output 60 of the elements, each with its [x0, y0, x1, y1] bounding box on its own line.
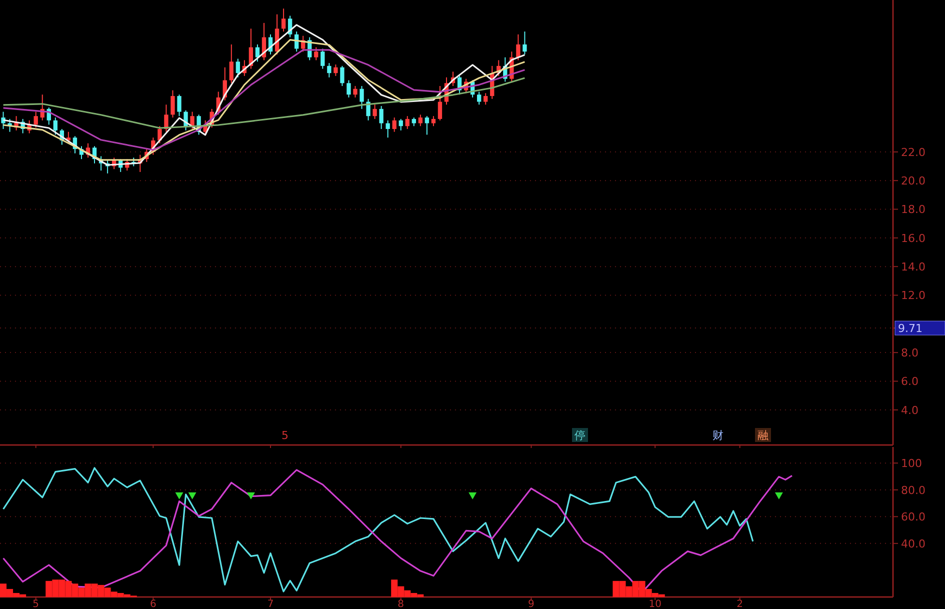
candlestick	[516, 34, 520, 61]
y-tick-label: 60.0	[901, 510, 926, 524]
candlestick	[353, 85, 358, 98]
annotation: 融	[758, 429, 768, 442]
candlestick	[418, 114, 423, 127]
y-tick-label: 100	[901, 457, 922, 470]
candlestick	[398, 118, 403, 131]
candlestick	[477, 91, 482, 106]
x-tick-label: 5	[32, 599, 40, 609]
x-tick-label: 6	[150, 599, 156, 609]
annotation: 停	[574, 429, 586, 442]
annotation: 财	[712, 429, 724, 442]
candlestick	[340, 65, 344, 86]
candlestick	[424, 116, 430, 136]
candlestick	[327, 62, 332, 78]
candlestick	[360, 85, 364, 110]
y-tick-label: 20.0	[901, 174, 926, 188]
y-tick-label: 18.0	[901, 203, 926, 216]
candlestick	[190, 111, 194, 130]
candlestick	[405, 116, 410, 130]
candlestick	[484, 92, 488, 106]
annotation: 5	[282, 429, 288, 442]
y-tick-label: 6.0	[901, 375, 918, 388]
x-tick-label: 7	[267, 599, 274, 609]
y-tick-label: 80.0	[901, 484, 926, 497]
candlestick	[170, 90, 175, 118]
candlestick	[158, 126, 162, 144]
y-tick-label: 8.0	[901, 346, 918, 360]
y-tick-label: 22.0	[901, 146, 926, 159]
y-tick-label: 16.0	[901, 232, 926, 245]
candlestick	[522, 31, 527, 55]
x-tick-label: 8	[398, 599, 404, 609]
candlestick	[346, 80, 351, 98]
candlestick	[34, 111, 38, 128]
candlestick	[334, 64, 338, 76]
candlestick	[372, 104, 377, 120]
y-tick-label: 9.71	[898, 322, 922, 336]
candlestick	[177, 94, 182, 117]
candlestick	[431, 116, 436, 127]
y-tick-label: 12.0	[901, 289, 926, 302]
candlestick	[320, 48, 325, 70]
candlestick	[255, 44, 260, 62]
candlestick	[229, 44, 234, 84]
candlestick	[281, 8, 286, 32]
candlestick	[438, 85, 442, 121]
candlestick	[236, 58, 240, 78]
candlestick	[366, 98, 370, 121]
candlestick	[379, 106, 384, 130]
y-tick-label: 40.0	[901, 537, 926, 550]
x-tick-label: 10	[648, 599, 662, 609]
candlestick	[1, 111, 6, 130]
candlestick	[53, 117, 58, 136]
candlestick	[314, 46, 318, 61]
x-tick-label: 9	[528, 599, 534, 609]
y-tick-label: 14.0	[901, 260, 926, 274]
candlestick	[392, 117, 396, 132]
x-tick-label: 2	[736, 599, 744, 609]
candlestick	[386, 120, 390, 138]
y-tick-label: 4.0	[901, 404, 918, 417]
candlestick	[164, 104, 168, 132]
